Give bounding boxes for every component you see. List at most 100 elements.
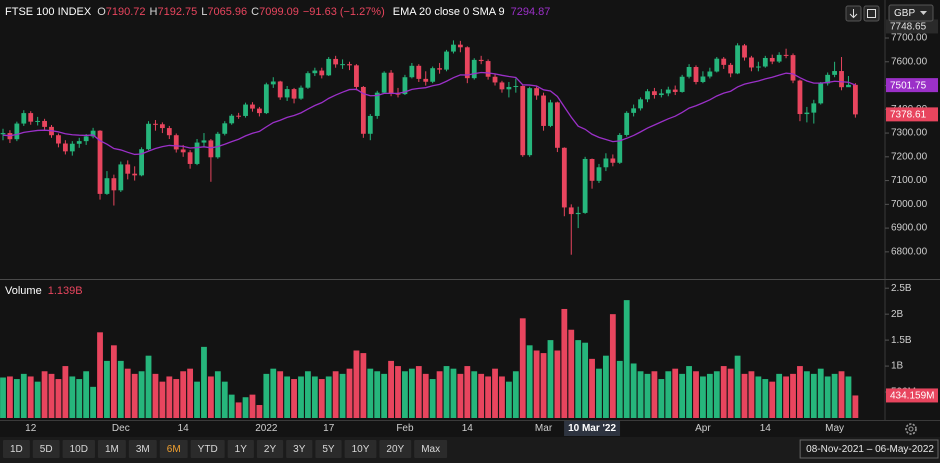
volume-bar (630, 363, 637, 418)
volume-bar (69, 376, 76, 418)
candle-body (783, 54, 789, 56)
volume-bar (201, 346, 207, 418)
candle-body (596, 167, 602, 181)
candle-body (236, 115, 242, 117)
candle-body (416, 65, 422, 79)
close-last-box (886, 107, 938, 122)
range-button[interactable]: 6M (159, 440, 188, 458)
volume-bar (388, 360, 394, 418)
candle-body (381, 72, 387, 93)
candle-body (28, 113, 34, 122)
candle-body (513, 86, 519, 88)
range-button[interactable]: 5Y (315, 440, 342, 458)
range-button[interactable]: Max (414, 440, 448, 458)
currency-button[interactable] (888, 4, 934, 22)
range-button[interactable]: 10Y (344, 440, 377, 458)
volume-bar (783, 376, 789, 418)
currency: GBP (894, 8, 915, 19)
volume-bar (353, 350, 360, 418)
candle-body (555, 102, 560, 148)
y-tick-label: 7700.00 (891, 33, 928, 44)
candle-body (194, 142, 200, 164)
volume-bar (623, 300, 630, 418)
volume-bar (464, 366, 471, 418)
volume-bar (55, 379, 62, 418)
candle-body (263, 84, 269, 114)
range-button[interactable]: 10D (62, 440, 95, 458)
volume-tick-label: 2.5B (891, 283, 912, 294)
volume-bar (187, 368, 194, 418)
candle-body (111, 178, 117, 191)
settings-icon[interactable] (905, 423, 917, 435)
volume-bar (27, 376, 34, 418)
fullscreen-button[interactable] (863, 5, 880, 22)
range-button[interactable]: YTD (190, 440, 225, 458)
volume-bar (76, 379, 83, 418)
range-button[interactable]: 2Y (256, 440, 284, 458)
x-tick-label: Apr (695, 423, 711, 434)
range-button[interactable]: 20Y (379, 440, 412, 458)
candle-body (21, 113, 27, 124)
date-range-box[interactable] (799, 439, 939, 459)
range-button-bg (286, 440, 313, 458)
candle-body (638, 99, 643, 109)
candle-body (700, 76, 706, 82)
candle-body (229, 115, 235, 124)
volume-value: 1.139B (48, 285, 83, 297)
volume-bar (263, 373, 270, 418)
candle-body (76, 141, 82, 144)
volume-bar (554, 350, 561, 418)
volume-bar (83, 371, 90, 418)
volume-bar (713, 371, 720, 418)
candle-body (340, 64, 345, 66)
overlay: 7700.007600.007500.007400.007300.007200.… (25, 19, 938, 436)
range-label: YTD (198, 444, 218, 455)
volume-bar (159, 381, 166, 418)
volume-bar (138, 371, 145, 418)
candle-body (769, 57, 775, 62)
candle-body (631, 108, 637, 113)
range-button[interactable]: 1Y (227, 440, 254, 458)
price-pane (0, 40, 858, 255)
candle-body (665, 89, 671, 94)
volume-last-box (886, 388, 938, 403)
date-range[interactable]: 08-Nov-2021 – 06-May-2022 (806, 444, 934, 455)
candle-body (395, 93, 401, 95)
volume-bar (561, 308, 568, 418)
range-label: 2Y (264, 444, 277, 455)
fullscreen-icon (867, 9, 876, 18)
range-button[interactable]: 3M (128, 440, 157, 458)
range-button[interactable]: 5D (32, 440, 60, 458)
range-button[interactable]: 3Y (286, 440, 313, 458)
candle-body (561, 147, 567, 208)
gear-outer (905, 423, 917, 435)
range-button-bg (128, 440, 157, 458)
candle-body (506, 86, 512, 90)
volume-bar (803, 371, 810, 418)
candle-body (257, 108, 262, 114)
volume-bar (429, 379, 436, 418)
y-tick-label: 7200.00 (891, 151, 928, 162)
volume-bar (104, 360, 110, 418)
volume-bar (609, 314, 616, 418)
volume-bar (533, 350, 540, 418)
volume-bar (672, 368, 679, 418)
volume-bar (145, 355, 152, 418)
range-button-bg (190, 440, 225, 458)
range-button[interactable]: 1M (97, 440, 126, 458)
volume-bar (166, 376, 173, 418)
candle-body (471, 59, 477, 79)
volume-bar (124, 368, 131, 418)
volume-bar (762, 379, 769, 418)
candle-body (457, 44, 463, 48)
volume-bar (360, 353, 367, 418)
range-button[interactable]: 1D (3, 440, 30, 458)
volume-bar (492, 368, 498, 418)
volume-bar (214, 371, 221, 418)
volume-bar (589, 358, 595, 418)
volume-tick-label: 1B (891, 361, 904, 372)
volume-bar (852, 395, 859, 418)
x-tick-label: 14 (178, 423, 190, 434)
candle-body (367, 115, 373, 134)
download-icon (849, 9, 858, 19)
